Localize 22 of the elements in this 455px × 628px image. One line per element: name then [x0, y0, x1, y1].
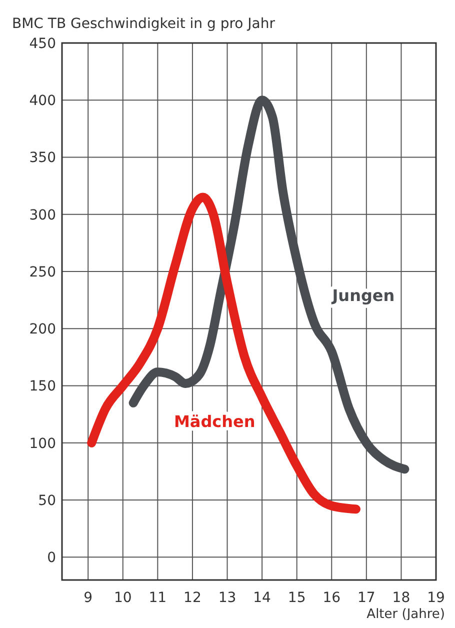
x-tick-label: 17 [358, 590, 376, 606]
x-tick-label: 14 [253, 590, 272, 606]
x-tick-label: 11 [148, 590, 167, 606]
chart-title: BMC TB Geschwindigkeit in g pro Jahr [12, 16, 276, 32]
y-tick-label: 450 [29, 36, 56, 52]
x-tick-label: 18 [392, 590, 410, 606]
y-tick-label: 50 [38, 492, 56, 509]
x-tick-label: 19 [427, 590, 445, 606]
x-tick-label: 9 [84, 590, 93, 606]
x-tick-label: 16 [322, 590, 341, 606]
y-tick-label: 250 [29, 264, 56, 280]
x-tick-label: 12 [184, 590, 202, 606]
y-tick-label: 400 [29, 93, 56, 110]
y-tick-label: 300 [29, 207, 56, 224]
y-tick-label: 350 [29, 150, 56, 166]
y-tick-label: 0 [47, 550, 56, 566]
y-tick-label: 100 [29, 436, 56, 452]
x-tick-label: 13 [218, 590, 236, 606]
x-tick-label: 10 [114, 590, 132, 606]
x-tick-label: 15 [288, 590, 306, 606]
y-tick-label: 200 [29, 322, 56, 338]
y-tick-label: 150 [29, 378, 56, 395]
